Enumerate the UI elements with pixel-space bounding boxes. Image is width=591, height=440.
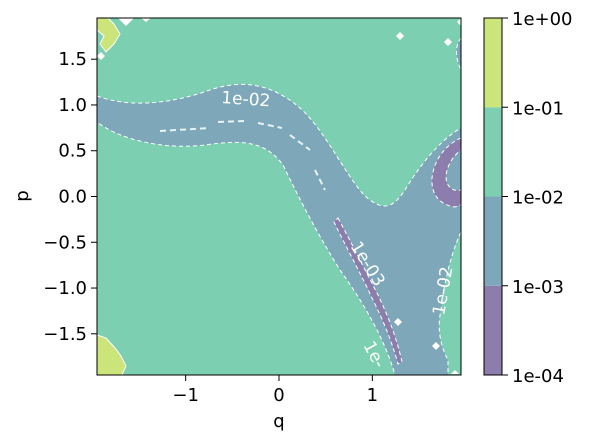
- region-streak: [159, 120, 326, 191]
- plot-area: [97, 18, 461, 375]
- colorbar-band: [484, 285, 502, 375]
- y-axis-label: p: [12, 190, 33, 201]
- colorbar-tick-label: 1e-01: [512, 98, 564, 119]
- x-tick-label: −1: [172, 385, 199, 406]
- colorbar-bands: [484, 18, 502, 375]
- y-tick-label: 0.0: [58, 187, 87, 208]
- y-tick-label: −1.5: [43, 324, 87, 345]
- x-tick-label: 1: [367, 385, 378, 406]
- y-tick-label: −1.0: [43, 278, 87, 299]
- colorbar-band: [484, 18, 502, 108]
- y-tick-label: 1.5: [58, 49, 87, 70]
- region-speckle: [141, 18, 151, 22]
- region-speckle: [394, 318, 402, 326]
- colorbar-tick-label: 1e-04: [512, 366, 564, 387]
- region-speckle: [396, 32, 404, 40]
- region-level-1e-03-to-1e-02-top-right: [456, 37, 461, 71]
- x-tick-label: 0: [273, 385, 284, 406]
- region-level-1e-04-to-1e-03-channel: [333, 217, 403, 365]
- x-axis: −1 0 1: [172, 375, 378, 406]
- y-tick-label: 1.0: [58, 95, 87, 116]
- colorbar-tick-label: 1e-02: [512, 188, 564, 209]
- colorbar-tick-label: 1e-03: [512, 277, 564, 298]
- region-speckle: [451, 370, 459, 374]
- contour-label-1e-02-top: 1e-02: [221, 88, 271, 111]
- region-speckles-top-left: [97, 18, 121, 53]
- y-tick-label: −0.5: [43, 232, 87, 253]
- y-tick-label: 0.5: [58, 141, 87, 162]
- region-level-1e-04-to-1e-03-right: [431, 137, 461, 208]
- colorbar-ticks: 1e+00 1e-01 1e-02 1e-03 1e-04: [502, 9, 573, 387]
- colorbar-band: [484, 196, 502, 286]
- region-speckle-corner: [118, 18, 134, 26]
- region-speckle: [444, 38, 452, 46]
- region-level-1e-01-to-1e+00-bottom-left: [97, 334, 127, 375]
- region-level-1e-03-to-1e-02-band: [97, 83, 461, 375]
- colorbar-tick-label: 1e+00: [512, 9, 573, 30]
- region-speckle: [457, 18, 461, 26]
- x-axis-label: q: [273, 411, 284, 432]
- region-speckle: [432, 342, 440, 350]
- y-axis: 1.5 1.0 0.5 0.0 −0.5 −1.0 −1.5: [43, 49, 97, 345]
- colorbar: 1e+00 1e-01 1e-02 1e-03 1e-04: [483, 9, 573, 387]
- region-speckle: [97, 52, 105, 60]
- colorbar-band: [484, 107, 502, 197]
